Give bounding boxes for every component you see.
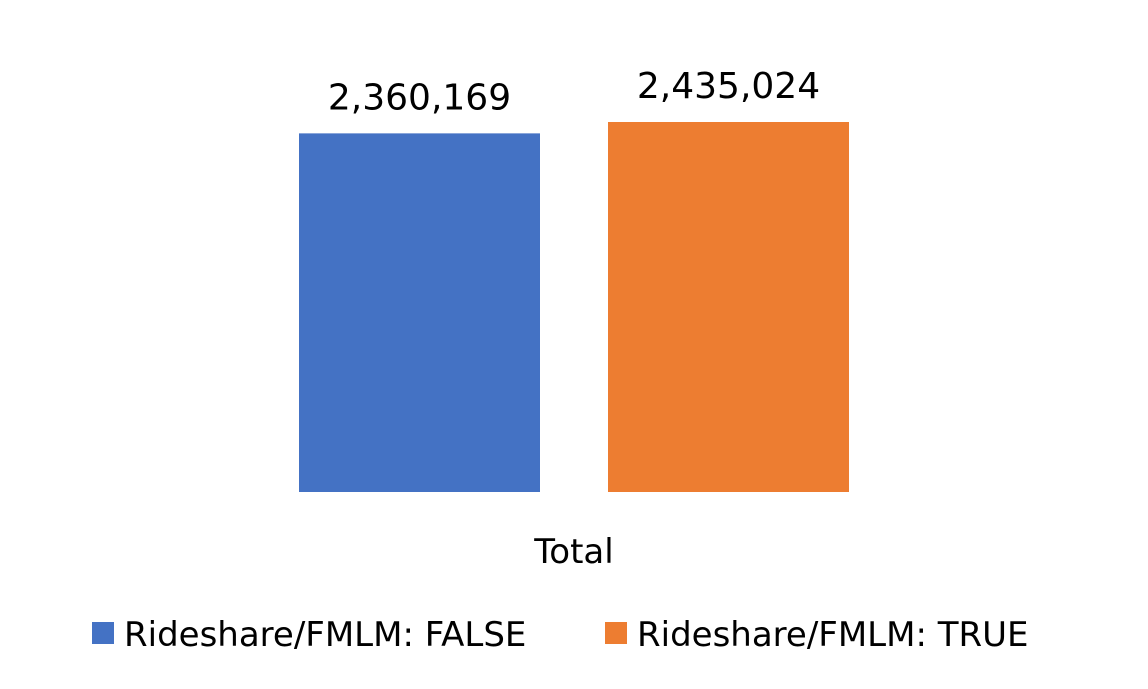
data-label-true: 2,435,024 bbox=[637, 66, 820, 107]
bar-false bbox=[299, 133, 540, 493]
legend: Rideshare/FMLM: FALSE Rideshare/FMLM: TRU… bbox=[92, 615, 1028, 655]
bar-true bbox=[608, 122, 849, 492]
legend-swatch-false bbox=[92, 622, 114, 644]
data-labels-layer: 2,360,169 2,435,024 bbox=[328, 66, 820, 118]
bars-layer bbox=[299, 122, 849, 493]
legend-label-false: Rideshare/FMLM: FALSE bbox=[124, 615, 526, 655]
legend-label-true: Rideshare/FMLM: TRUE bbox=[637, 615, 1028, 655]
data-label-false: 2,360,169 bbox=[328, 77, 511, 118]
category-label: Total bbox=[533, 532, 613, 572]
legend-swatch-true bbox=[605, 622, 627, 644]
